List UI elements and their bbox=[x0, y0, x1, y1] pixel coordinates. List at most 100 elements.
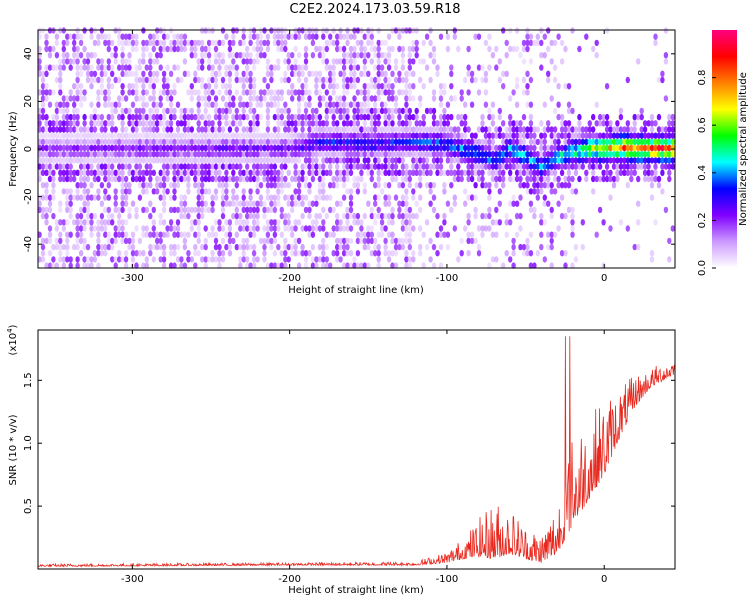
spectrogram-cell bbox=[622, 138, 627, 146]
spectrogram-cell bbox=[40, 169, 46, 176]
spectrogram-cell bbox=[238, 138, 243, 146]
spectrogram-cell bbox=[608, 169, 613, 176]
spectrogram-cell bbox=[130, 33, 136, 40]
spectrogram-cell bbox=[314, 76, 319, 84]
spectrogram-cell bbox=[355, 151, 361, 158]
spectrogram-cell bbox=[393, 76, 399, 84]
spectrogram-cell bbox=[431, 151, 437, 158]
spectrogram-cell bbox=[248, 58, 253, 65]
spectrogram-cell bbox=[224, 151, 229, 158]
spectrogram-cell bbox=[141, 144, 146, 152]
spectrogram-cell bbox=[373, 237, 378, 245]
spectrogram-cell bbox=[501, 182, 506, 189]
spectrogram-cell bbox=[65, 144, 70, 152]
spectrogram-cell bbox=[130, 126, 136, 133]
spectrogram-cell bbox=[393, 237, 399, 245]
spectrogram-cell bbox=[296, 113, 302, 121]
spectrogram-cell bbox=[40, 206, 46, 214]
spectrogram-cell bbox=[47, 206, 53, 214]
spectrogram-cell bbox=[487, 132, 492, 139]
spectrogram-cell bbox=[54, 52, 60, 59]
spectrogram-cell bbox=[92, 225, 98, 232]
spectrogram-cell bbox=[352, 219, 357, 226]
spectrogram-cell bbox=[110, 107, 115, 115]
spectrogram-cell bbox=[279, 182, 284, 189]
spectrogram-cell bbox=[442, 132, 447, 139]
spectrogram-cell bbox=[525, 83, 530, 90]
spectrogram-cell bbox=[483, 76, 489, 84]
spectrogram-cell bbox=[165, 144, 170, 152]
spectrogram-cell bbox=[618, 219, 624, 226]
spectrogram-cell bbox=[203, 243, 208, 251]
spectrogram-cell bbox=[141, 250, 146, 257]
spectrogram-cell bbox=[473, 76, 478, 84]
spectrogram-cell bbox=[68, 157, 73, 164]
spectrogram-cell bbox=[542, 175, 547, 183]
spectrogram-cell bbox=[241, 188, 246, 195]
spectrogram-cell bbox=[286, 76, 291, 84]
spectrogram-cell bbox=[117, 144, 122, 152]
spectrogram-cell bbox=[92, 52, 98, 59]
spectrogram-cell bbox=[552, 231, 558, 238]
spectrogram-cell bbox=[89, 163, 94, 170]
spectrogram-cell bbox=[570, 132, 575, 139]
spectrogram-cell bbox=[411, 126, 416, 133]
spectrogram-cell bbox=[196, 250, 201, 257]
spectrogram-cell bbox=[130, 45, 136, 53]
spectrogram-cell bbox=[390, 95, 395, 102]
spectrogram-cell bbox=[542, 52, 547, 59]
spectrogram-cell bbox=[341, 237, 347, 245]
spectrogram-cell bbox=[393, 58, 399, 65]
spectrogram-cell bbox=[501, 132, 506, 139]
spectrogram-cell bbox=[286, 89, 291, 96]
spectrogram-cell bbox=[85, 138, 91, 146]
spectrogram-cell bbox=[646, 144, 651, 152]
spectrogram-cell bbox=[255, 219, 260, 226]
spectrogram-cell bbox=[92, 194, 98, 201]
spectrogram-cell bbox=[570, 225, 575, 232]
spectrogram-cell bbox=[404, 188, 409, 195]
spectrogram-cell bbox=[272, 132, 278, 139]
spectrogram-cell bbox=[411, 151, 416, 158]
spectrogram-cell bbox=[248, 83, 253, 90]
spectrogram-cell bbox=[89, 101, 94, 108]
spectrogram-cell bbox=[418, 243, 423, 251]
spectrogram-cell bbox=[227, 120, 233, 127]
spectrogram-cell bbox=[265, 237, 271, 245]
spectrogram-cell bbox=[120, 126, 125, 133]
spectrogram-cell bbox=[324, 256, 329, 263]
spectrogram-cell bbox=[642, 157, 648, 164]
spectrogram-cell bbox=[476, 144, 482, 152]
spectrogram-cell bbox=[445, 126, 451, 133]
spectrogram-cell bbox=[552, 76, 558, 84]
spectrogram-cell bbox=[636, 113, 641, 121]
spectrogram-cell bbox=[286, 151, 291, 158]
spectrogram-cell bbox=[341, 225, 347, 232]
spectrogram-cell bbox=[141, 169, 146, 176]
spectrogram-cell bbox=[636, 138, 641, 146]
y-tick-label: 20 bbox=[23, 95, 34, 108]
spectrogram-cell bbox=[72, 113, 77, 121]
spectrogram-cell bbox=[276, 64, 281, 71]
spectrogram-cell bbox=[127, 64, 132, 71]
spectrogram-cell bbox=[276, 194, 281, 201]
spectrogram-cell bbox=[293, 64, 298, 71]
spectrogram-cell bbox=[379, 101, 385, 108]
spectrogram-cell bbox=[348, 169, 354, 176]
spectrogram-cell bbox=[421, 120, 426, 127]
spectrogram-cell bbox=[476, 33, 482, 40]
spectrogram-cell bbox=[296, 138, 302, 146]
spectrogram-cell bbox=[494, 231, 499, 238]
spectrogram-cell bbox=[151, 219, 156, 226]
spectrogram-cell bbox=[528, 120, 534, 127]
spectrogram-cell bbox=[117, 64, 122, 71]
spectrogram-cell bbox=[54, 76, 60, 84]
spectrogram-cell bbox=[89, 126, 94, 133]
spectrogram-cell bbox=[383, 76, 388, 84]
spectrogram-cell bbox=[604, 144, 610, 152]
spectrogram-cell bbox=[262, 169, 267, 176]
spectrogram-cell bbox=[276, 120, 281, 127]
spectrogram-cell bbox=[47, 45, 53, 53]
spectrogram-cell bbox=[566, 175, 572, 183]
spectrogram-cell bbox=[186, 107, 191, 115]
